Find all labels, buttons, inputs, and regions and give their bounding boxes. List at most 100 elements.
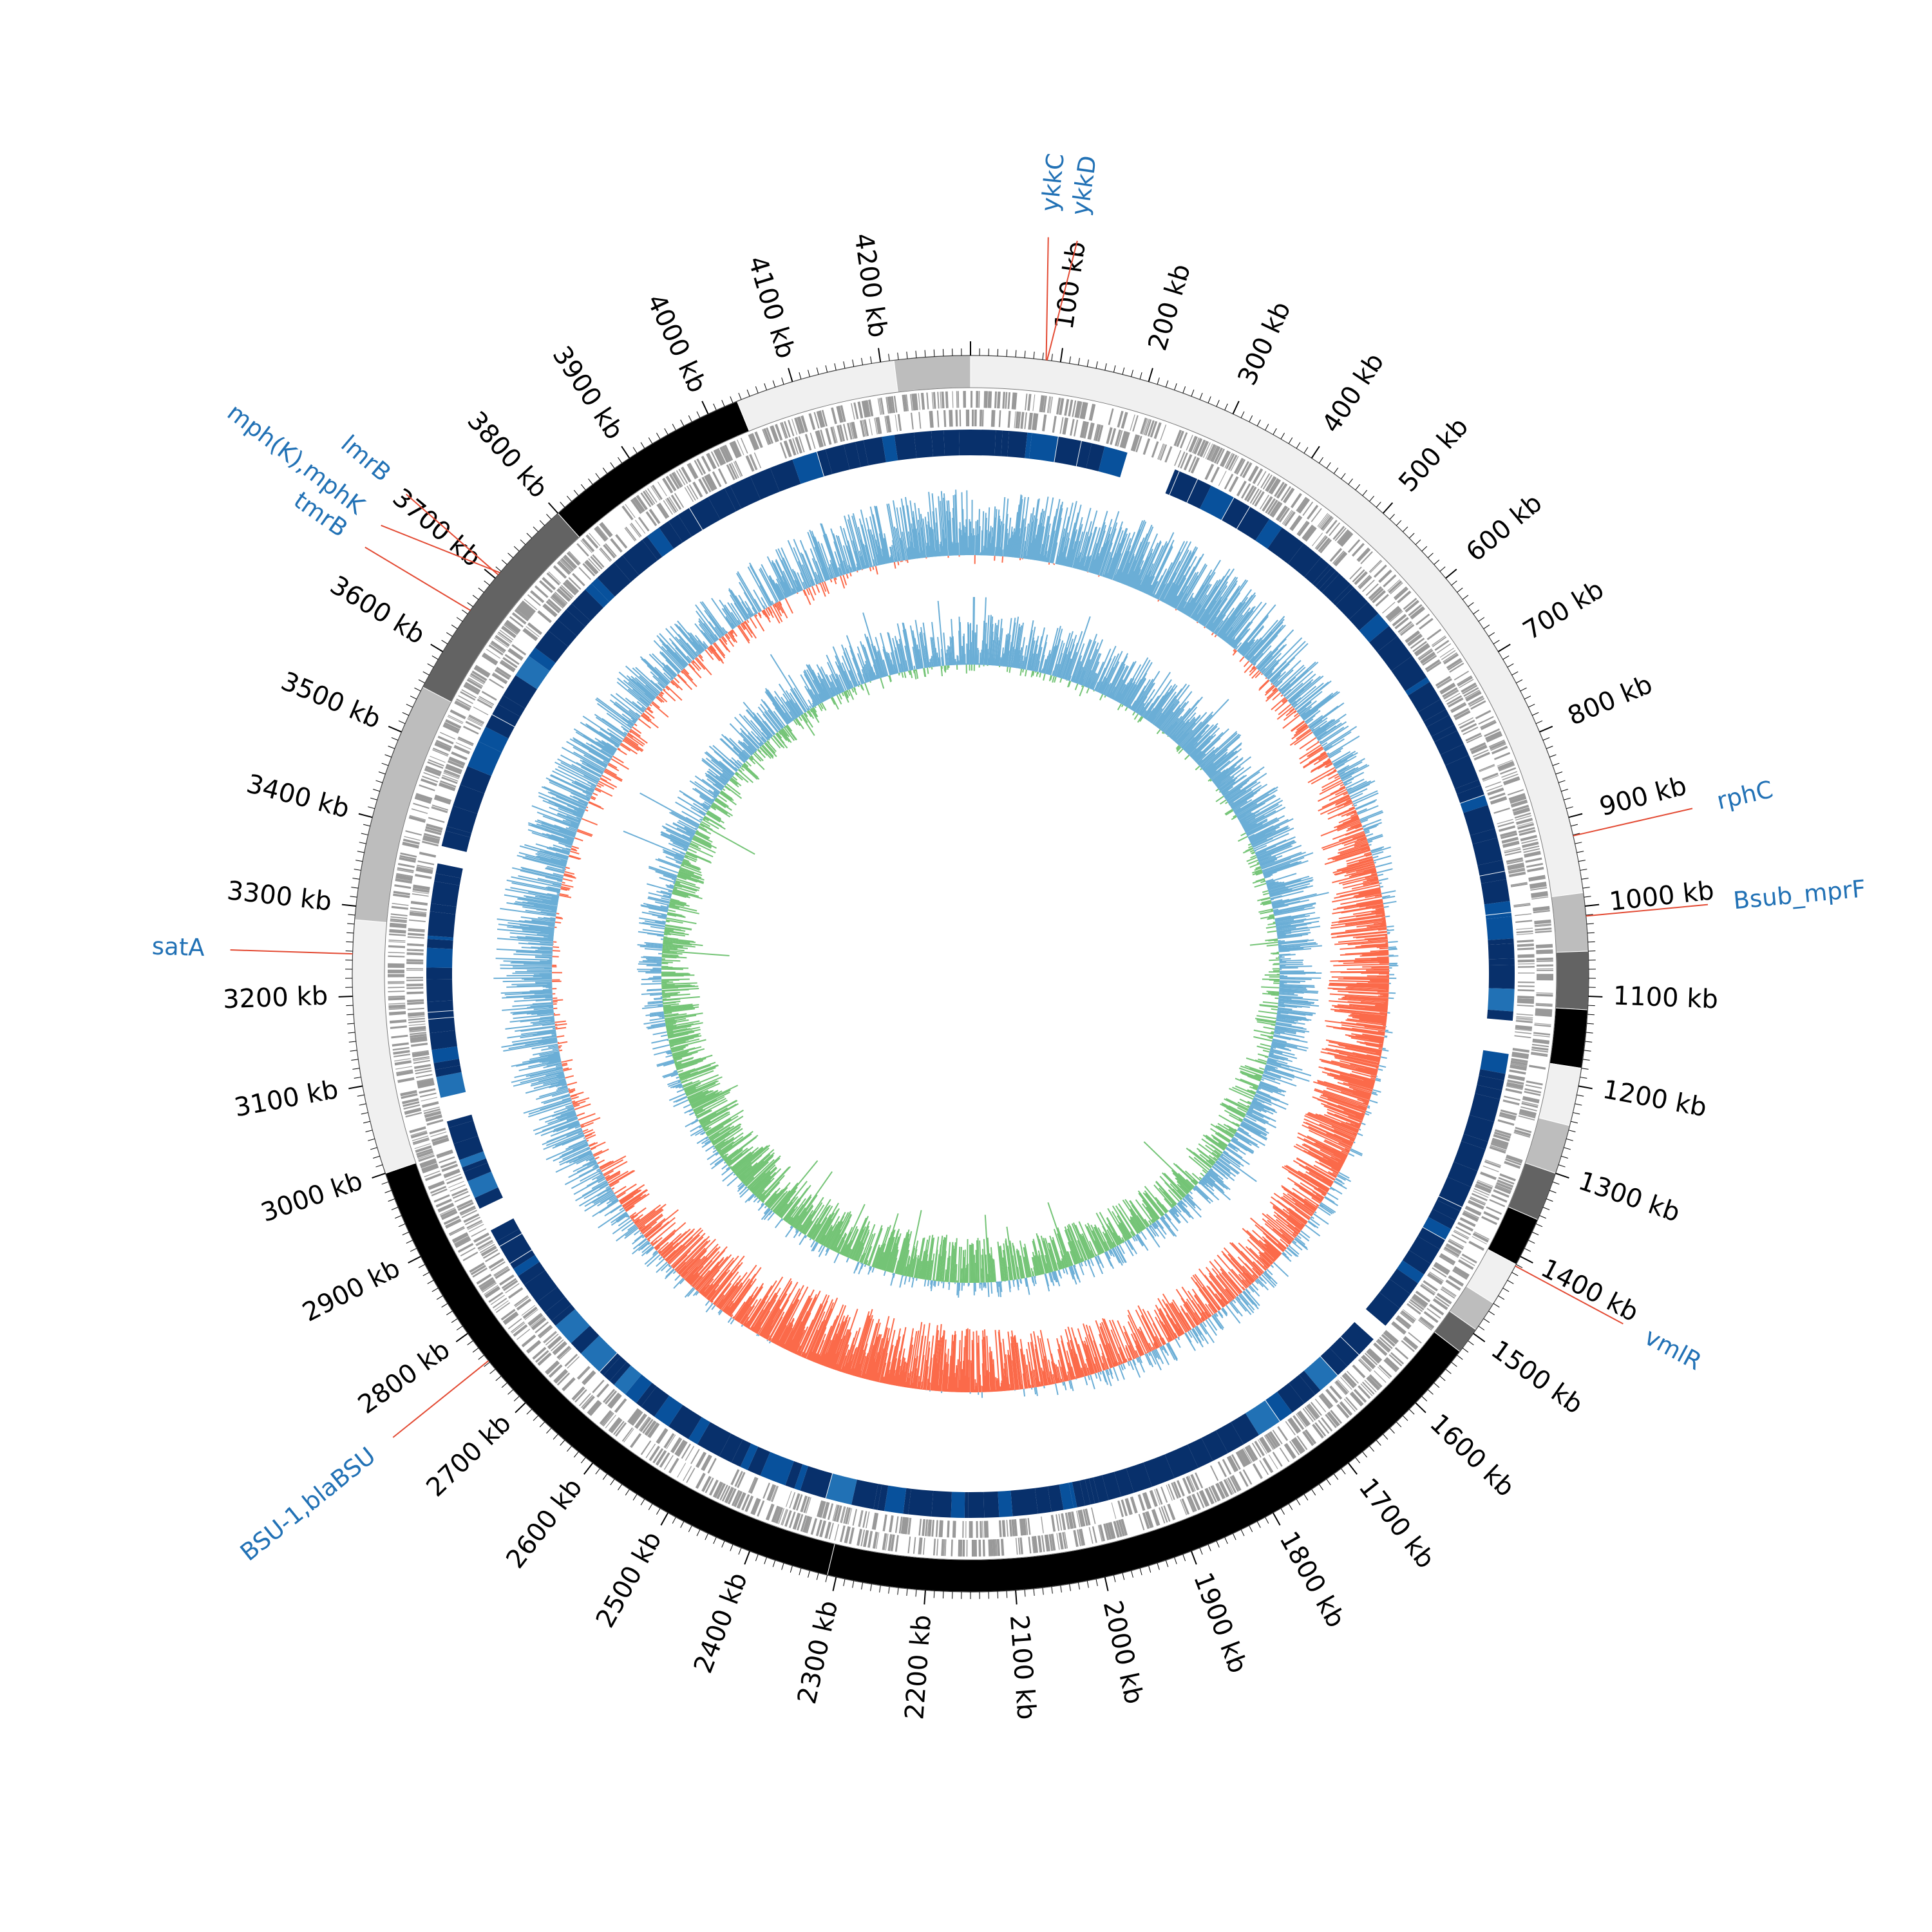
cds-feature bbox=[613, 1421, 625, 1435]
cds-feature bbox=[1440, 1288, 1455, 1299]
cds-feature bbox=[1471, 1193, 1488, 1202]
cds-feature bbox=[556, 1345, 570, 1358]
cds-feature bbox=[819, 1501, 825, 1518]
cds-feature bbox=[1291, 493, 1302, 509]
cds-feature bbox=[925, 1519, 928, 1537]
similarity-block bbox=[1461, 1133, 1488, 1150]
cds-feature bbox=[409, 815, 426, 820]
cds-feature bbox=[1517, 1004, 1534, 1007]
gc-content-bar bbox=[996, 515, 1000, 556]
cds-feature bbox=[1160, 424, 1167, 441]
cds-feature bbox=[1052, 415, 1057, 433]
cds-feature bbox=[1432, 1298, 1448, 1311]
cds-feature bbox=[1517, 1000, 1534, 1004]
cds-feature bbox=[491, 674, 507, 685]
minor-tick bbox=[618, 1484, 623, 1491]
gc-content-bar bbox=[1280, 694, 1283, 697]
cds-feature bbox=[1423, 1311, 1439, 1323]
minor-tick bbox=[632, 447, 638, 453]
cds-feature bbox=[1405, 630, 1419, 642]
cds-feature bbox=[1515, 913, 1532, 916]
major-tick bbox=[1585, 904, 1600, 907]
minor-tick bbox=[354, 1077, 361, 1079]
cds-feature bbox=[955, 410, 958, 427]
cds-feature bbox=[396, 1069, 413, 1074]
minor-tick bbox=[365, 1130, 373, 1133]
cds-feature bbox=[1511, 883, 1528, 887]
minor-tick bbox=[1516, 1264, 1523, 1268]
cds-feature bbox=[889, 1515, 893, 1533]
cds-feature bbox=[1144, 1511, 1153, 1528]
minor-tick bbox=[347, 1023, 355, 1025]
minor-tick bbox=[1586, 914, 1593, 916]
cds-feature bbox=[1227, 1455, 1238, 1472]
minor-tick bbox=[422, 671, 430, 676]
similarity-block bbox=[1222, 497, 1250, 529]
cds-feature bbox=[594, 526, 608, 541]
cds-feature bbox=[1242, 462, 1253, 478]
cds-feature bbox=[792, 1513, 800, 1530]
cds-feature bbox=[607, 1392, 620, 1407]
cds-feature bbox=[406, 976, 424, 979]
cds-feature bbox=[1364, 1379, 1377, 1393]
cds-feature bbox=[1502, 773, 1519, 781]
minor-tick bbox=[1311, 1489, 1316, 1496]
cds-feature bbox=[1283, 510, 1294, 526]
minor-tick bbox=[1421, 545, 1428, 552]
similarity-block bbox=[1423, 1217, 1452, 1240]
cds-feature bbox=[1387, 607, 1401, 620]
minor-tick bbox=[361, 1112, 368, 1115]
cds-feature bbox=[1180, 1499, 1188, 1515]
cds-feature bbox=[731, 1490, 741, 1506]
cds-feature bbox=[390, 922, 407, 926]
gc-content-bar bbox=[1367, 1106, 1370, 1109]
minor-tick bbox=[1369, 495, 1374, 502]
cds-feature bbox=[636, 495, 648, 511]
minor-tick bbox=[1265, 1517, 1269, 1524]
cds-feature bbox=[1515, 817, 1533, 825]
cds-feature bbox=[1352, 569, 1365, 583]
cds-feature bbox=[1159, 444, 1168, 461]
cds-feature bbox=[1226, 453, 1235, 469]
cds-feature bbox=[1406, 1303, 1421, 1314]
cds-feature bbox=[1513, 902, 1531, 906]
cds-feature bbox=[408, 1023, 426, 1027]
cds-feature bbox=[944, 1539, 947, 1557]
cds-feature bbox=[471, 1228, 487, 1237]
cds-feature bbox=[1491, 1194, 1508, 1203]
cds-feature bbox=[1497, 819, 1513, 824]
similarity-block bbox=[668, 515, 692, 543]
gc-content-bar bbox=[1167, 1342, 1178, 1361]
cds-feature bbox=[1157, 443, 1164, 460]
cds-feature bbox=[833, 426, 838, 443]
gc-content-bar bbox=[1333, 1180, 1347, 1189]
cds-feature bbox=[1033, 1536, 1037, 1553]
cds-feature bbox=[1291, 1439, 1302, 1454]
cds-feature bbox=[1519, 1112, 1536, 1119]
cds-feature bbox=[516, 606, 531, 619]
similarity-block bbox=[1277, 1383, 1305, 1413]
cds-feature bbox=[1015, 411, 1018, 429]
cds-feature bbox=[1485, 730, 1501, 740]
cds-feature bbox=[449, 756, 466, 765]
cds-feature bbox=[1302, 1408, 1314, 1423]
cds-feature bbox=[388, 987, 405, 989]
cds-feature bbox=[391, 1034, 408, 1039]
minor-tick bbox=[1528, 703, 1535, 708]
cds-feature bbox=[1014, 1519, 1018, 1537]
gc-content-bar bbox=[988, 531, 991, 556]
cds-feature bbox=[1018, 412, 1021, 429]
cds-feature bbox=[1292, 1438, 1303, 1454]
minor-tick bbox=[1182, 1554, 1186, 1562]
cds-feature bbox=[1466, 735, 1482, 744]
cds-feature bbox=[1358, 576, 1372, 589]
cds-feature bbox=[568, 577, 582, 590]
similarity-block bbox=[510, 1250, 535, 1269]
gc-content-bar bbox=[989, 543, 992, 556]
cds-feature bbox=[1137, 1494, 1146, 1511]
cds-feature bbox=[862, 1511, 867, 1528]
cds-feature bbox=[1240, 460, 1249, 477]
minor-tick bbox=[1113, 365, 1116, 373]
cds-feature bbox=[632, 1411, 643, 1426]
minor-tick bbox=[1208, 396, 1211, 403]
